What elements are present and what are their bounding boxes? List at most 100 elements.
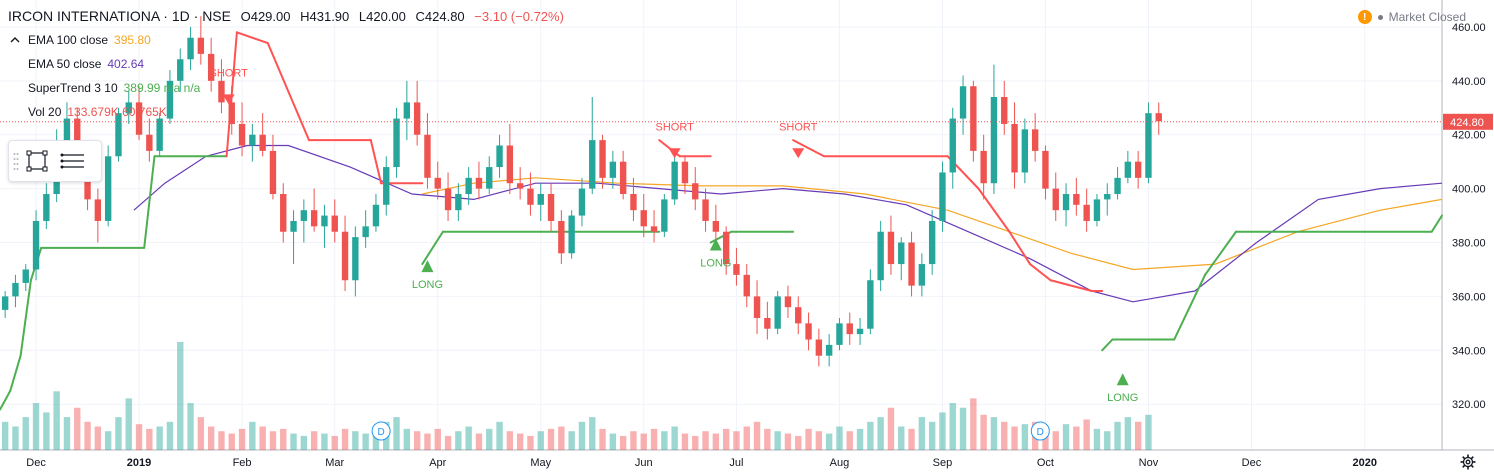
candle-body — [1114, 177, 1121, 195]
x-tick-label: May — [530, 457, 551, 469]
legend-ema100[interactable]: EMA 100 close 395.80 — [8, 33, 151, 47]
supertrend-segment — [421, 230, 444, 266]
candle-body — [1052, 188, 1059, 211]
candle — [949, 107, 956, 189]
candle-body — [609, 161, 617, 178]
candle — [362, 210, 369, 248]
candle — [12, 274, 19, 308]
candle-body — [1093, 199, 1101, 221]
volume-bar — [1042, 428, 1049, 450]
short-signal-arrow — [668, 148, 681, 159]
volume-bar — [393, 417, 400, 450]
rectangle-tool-icon — [26, 150, 48, 172]
candle — [609, 150, 617, 189]
candle-body — [383, 167, 390, 205]
candle-body — [990, 97, 998, 184]
supertrend-segment — [235, 31, 269, 45]
candle-body — [1073, 194, 1080, 205]
candle — [22, 264, 29, 292]
volume-bar — [547, 428, 555, 450]
volume-bar — [1073, 426, 1080, 450]
menu-lines-icon — [60, 153, 84, 169]
candle-body — [197, 37, 205, 54]
candle — [898, 237, 905, 281]
gear-icon[interactable] — [1460, 454, 1476, 470]
volume-bar — [702, 431, 709, 450]
candle — [228, 86, 235, 135]
x-tick-label: Feb — [233, 457, 252, 469]
candle — [825, 334, 833, 367]
supertrend-segment — [1204, 230, 1237, 276]
x-tick-label: 2019 — [127, 457, 151, 469]
rectangle-tool-button[interactable] — [19, 145, 55, 177]
candle-body — [187, 37, 194, 60]
volume-bar — [352, 431, 359, 450]
candle-body — [104, 156, 112, 221]
x-tick-label: Apr — [429, 457, 446, 469]
candle — [589, 97, 596, 195]
volume-bar — [898, 426, 905, 450]
collapse-icon[interactable] — [8, 33, 22, 47]
candle-body — [547, 194, 555, 221]
volume-bar — [455, 431, 462, 450]
legend-supertrend[interactable]: SuperTrend 3 10 389.99 n/a n/a — [28, 81, 200, 95]
candle-body — [249, 134, 256, 146]
volume-bar — [949, 403, 956, 450]
candle — [218, 59, 225, 114]
volume-bar — [753, 421, 761, 450]
supertrend-segment — [1173, 273, 1207, 341]
candle-body — [1134, 161, 1142, 178]
ohlc-close: C424.80 — [415, 9, 465, 24]
candle — [32, 210, 40, 281]
short-signal-arrow — [222, 94, 235, 105]
volume-bar — [589, 417, 596, 450]
symbol-title: IRCON INTERNATIONA · 1D · NSE — [8, 8, 231, 24]
candle-body — [372, 204, 380, 227]
volume-bar — [259, 426, 266, 450]
volume-bar — [63, 417, 71, 450]
ema100-line — [422, 177, 1443, 271]
short-signal-arrow — [792, 148, 805, 159]
volume-bar — [238, 428, 246, 450]
volume-bar — [187, 403, 194, 450]
candle — [207, 37, 215, 92]
candle — [1114, 167, 1121, 200]
candle — [341, 215, 349, 292]
candle — [249, 123, 256, 162]
dividend-marker — [1030, 421, 1050, 441]
legend-label: EMA 50 close — [28, 57, 102, 71]
candle-body — [619, 161, 627, 195]
candle-body — [434, 177, 441, 189]
volume-bar — [496, 421, 503, 450]
legend-volume[interactable]: Vol 20 133.679K 60.765K — [28, 105, 167, 119]
y-tick-label: 460.00 — [1452, 22, 1486, 34]
candle — [455, 183, 462, 221]
candle — [156, 113, 163, 157]
volume-bar — [681, 433, 689, 450]
candle-body — [1124, 161, 1132, 178]
volume-bar — [156, 426, 163, 450]
short-signal-label: SHORT — [655, 121, 694, 133]
volume-bar — [825, 433, 833, 450]
supertrend-segment — [792, 139, 825, 158]
drawing-toolbar[interactable] — [8, 140, 102, 182]
volume-bar — [280, 428, 287, 450]
settings-menu-button[interactable] — [55, 145, 91, 177]
candle-body — [362, 226, 369, 238]
candle-body — [403, 102, 411, 119]
volume-bar — [166, 421, 174, 450]
candle — [321, 204, 328, 248]
candle — [877, 220, 884, 292]
candle — [815, 328, 823, 367]
candle-body — [455, 194, 462, 211]
candle-body — [310, 210, 318, 227]
candle-body — [424, 134, 431, 178]
volume-bar — [300, 435, 308, 450]
candle — [187, 26, 194, 71]
legend-ema50[interactable]: EMA 50 close 402.64 — [28, 57, 144, 71]
drag-handle-icon[interactable] — [13, 150, 19, 172]
candle — [743, 264, 750, 308]
volume-bar — [733, 431, 740, 450]
candle-body — [836, 323, 843, 345]
